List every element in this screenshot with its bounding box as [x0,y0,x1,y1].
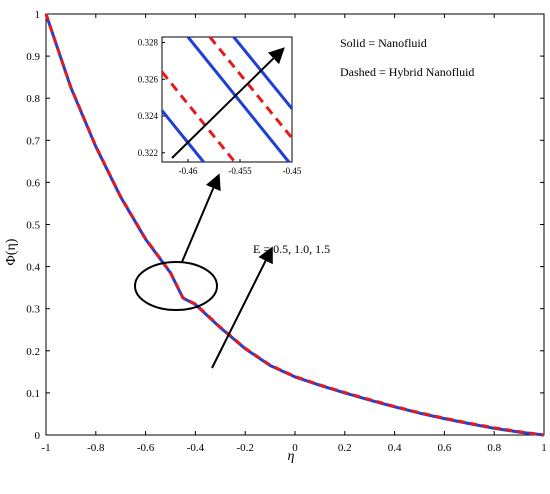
x-tick-label: -0.6 [137,442,155,454]
inset-y-tick-label: 0.322 [138,148,158,158]
parameter-label: E = 0.5, 1.0, 1.5 [253,242,330,256]
inset-dashed-line [208,36,294,140]
y-tick-label: 1 [35,9,41,21]
legend-dashed: Dashed = Hybrid Nanofluid [340,65,474,79]
series-line-dashed [44,13,545,437]
x-tick-label: 0 [292,442,298,454]
x-tick-label: 0.2 [338,442,352,454]
inset-solid-line [186,36,291,163]
x-axis-ticks: -1 -0.8 -0.6 -0.4 -0.2 0 0.2 0.4 0.6 0.8 1 [41,14,547,454]
zoom-pointer-arrow [181,173,221,263]
parameter-increase-arrow [211,246,273,369]
legend-solid: Solid = Nanofluid [340,36,427,50]
y-tick-label: 0.3 [26,304,40,316]
x-tick-label: 0.8 [487,442,501,454]
y-tick-label: 0.1 [26,388,40,400]
inset-x-tick-label: -0.45 [283,166,302,176]
y-tick-label: 0.9 [26,51,40,63]
y-tick-label: 0 [35,430,41,442]
inset-lines [160,36,294,163]
x-tick-label: -0.2 [236,442,253,454]
x-tick-label: 1 [541,442,547,454]
inset-trend-arrow [171,47,285,159]
y-tick-label: 0.5 [26,220,40,232]
x-tick-label: -0.4 [187,442,205,454]
zoom-region-ellipse [134,261,218,311]
x-tick-label: 0.6 [438,442,452,454]
y-tick-label: 0.2 [26,346,40,358]
x-tick-label: -0.8 [87,442,105,454]
inset-solid-line [160,109,205,163]
inset-y-tick-label: 0.328 [138,38,159,48]
inset-y-tick-label: 0.324 [138,111,159,121]
x-axis-title: η [288,449,295,464]
series-layer [44,13,545,437]
x-tick-label: 0.4 [388,442,402,454]
y-tick-label: 0.4 [26,262,40,274]
y-tick-label: 0.7 [26,135,40,147]
x-tick-label: -1 [41,442,50,454]
y-tick-label: 0.6 [26,177,40,189]
y-axis-ticks: 0 0.1 0.2 0.3 0.4 0.5 0.6 0.7 0.8 0.9 1 [26,9,544,442]
plot-frame [45,13,545,436]
inset-solid-line [232,36,294,110]
inset-x-tick-label: -0.46 [179,166,198,176]
inset-dashed-line [160,70,236,163]
inset-x-tick-label: -0.455 [228,166,252,176]
inset-y-tick-label: 0.326 [138,74,159,84]
y-tick-label: 0.8 [26,93,40,105]
inset-ticks: 0.322 0.324 0.326 0.328 -0.46 -0.455 -0.45 [138,38,302,176]
y-axis-title: Φ(η) [4,238,19,265]
